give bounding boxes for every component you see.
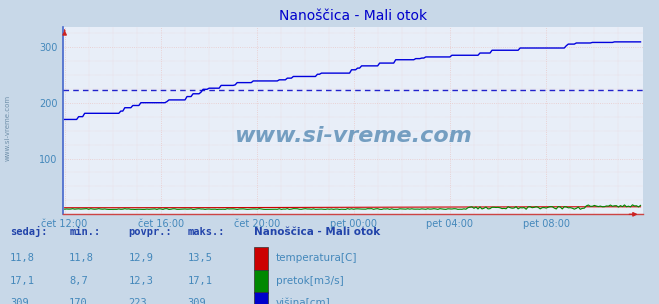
Text: 12,3: 12,3 <box>129 276 154 286</box>
Text: min.:: min.: <box>69 227 100 237</box>
Text: 309: 309 <box>188 298 206 304</box>
Text: sedaj:: sedaj: <box>10 226 47 237</box>
Bar <box>254 247 268 270</box>
Text: 8,7: 8,7 <box>69 276 88 286</box>
Text: povpr.:: povpr.: <box>129 227 172 237</box>
Title: Nanoščica - Mali otok: Nanoščica - Mali otok <box>279 9 426 23</box>
Text: 170: 170 <box>69 298 88 304</box>
Text: 309: 309 <box>10 298 28 304</box>
Text: 11,8: 11,8 <box>69 253 94 263</box>
Text: višina[cm]: višina[cm] <box>276 298 331 304</box>
Text: temperatura[C]: temperatura[C] <box>276 253 358 263</box>
Text: www.si-vreme.com: www.si-vreme.com <box>5 95 11 161</box>
Bar <box>254 292 268 304</box>
Text: 17,1: 17,1 <box>188 276 213 286</box>
Text: 17,1: 17,1 <box>10 276 35 286</box>
Text: maks.:: maks.: <box>188 227 225 237</box>
Text: 13,5: 13,5 <box>188 253 213 263</box>
Bar <box>254 270 268 292</box>
Text: Nanoščica - Mali otok: Nanoščica - Mali otok <box>254 227 380 237</box>
Text: www.si-vreme.com: www.si-vreme.com <box>234 126 471 146</box>
Text: 11,8: 11,8 <box>10 253 35 263</box>
Text: 12,9: 12,9 <box>129 253 154 263</box>
Text: pretok[m3/s]: pretok[m3/s] <box>276 276 344 286</box>
Text: 223: 223 <box>129 298 147 304</box>
